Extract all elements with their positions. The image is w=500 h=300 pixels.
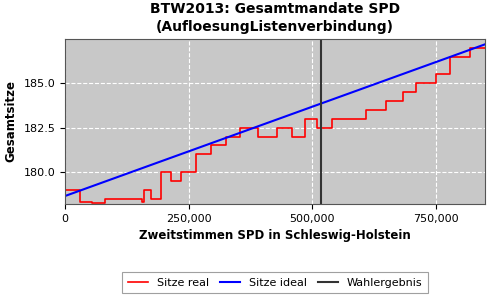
Y-axis label: Gesamtsitze: Gesamtsitze	[5, 80, 18, 163]
Title: BTW2013: Gesamtmandate SPD
(AufloesungListenverbindung): BTW2013: Gesamtmandate SPD (AufloesungLi…	[150, 2, 400, 34]
Sitze real	[141, 188, 147, 192]
Sitze real	[290, 135, 296, 138]
Sitze real	[467, 46, 473, 50]
Sitze real	[208, 152, 214, 156]
X-axis label: Zweitstimmen SPD in Schleswig-Holstein: Zweitstimmen SPD in Schleswig-Holstein	[139, 229, 411, 242]
Sitze real	[329, 126, 335, 130]
Legend: Sitze real, Sitze ideal, Wahlergebnis: Sitze real, Sitze ideal, Wahlergebnis	[122, 272, 428, 293]
Sitze real	[62, 188, 68, 192]
Line: Sitze real: Sitze real	[65, 48, 485, 203]
Sitze real	[302, 135, 308, 138]
Sitze real	[89, 201, 95, 205]
Sitze real	[482, 46, 488, 50]
Sitze real	[274, 126, 280, 130]
